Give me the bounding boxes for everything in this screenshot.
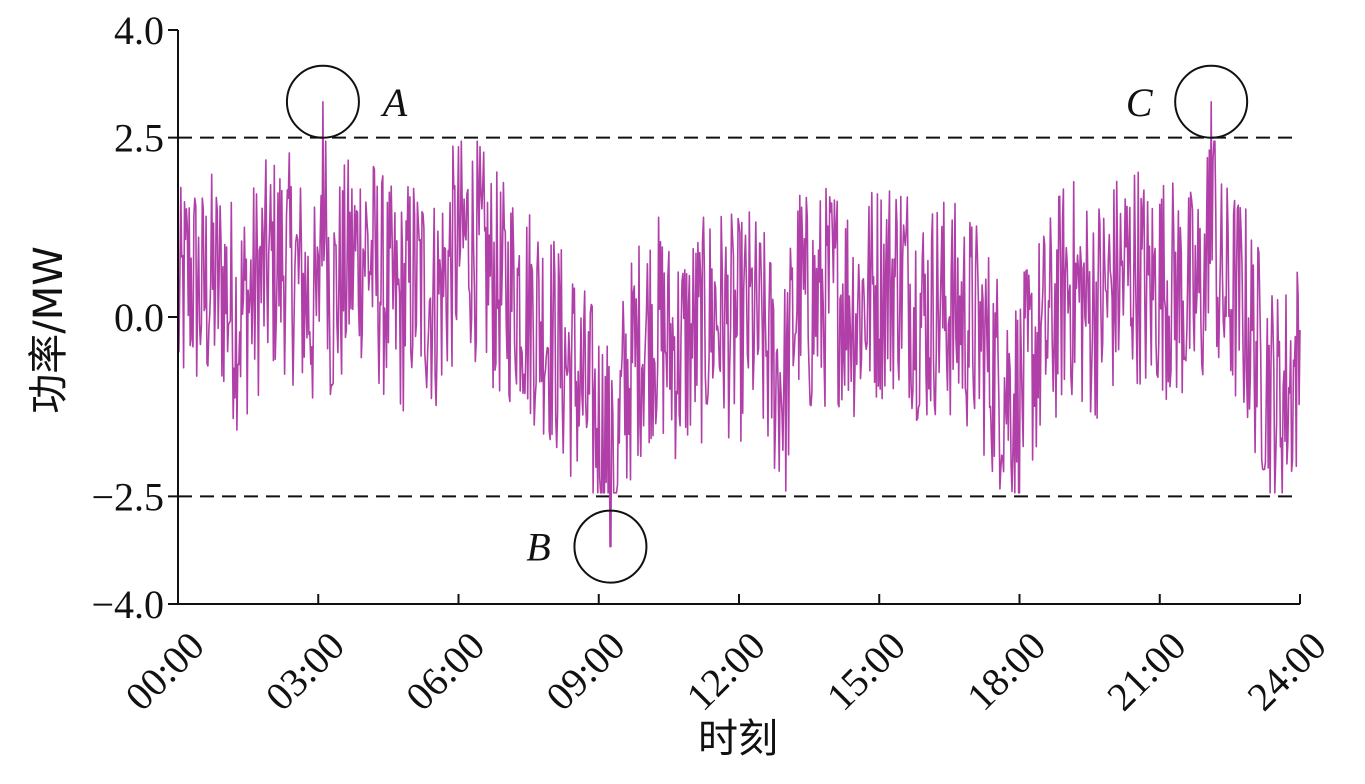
x-tick-label: 21:00 — [1098, 623, 1194, 719]
annotation-circle-b — [573, 509, 648, 584]
annotation-label-c: C — [1126, 80, 1154, 125]
x-tick-label: 06:00 — [397, 623, 493, 719]
x-tick-label: 15:00 — [818, 623, 914, 719]
x-tick-label: 00:00 — [116, 623, 212, 719]
series-layer — [177, 101, 1301, 548]
x-tick-label: 12:00 — [677, 623, 773, 719]
y-tick-label: 2.5 — [114, 116, 164, 161]
annotations: A B C — [285, 64, 1249, 584]
y-axis-title: 功率/MW — [26, 246, 72, 414]
x-tick-label: 24:00 — [1238, 623, 1334, 719]
x-axis-title: 时刻 — [698, 716, 778, 762]
x-tick-label: 18:00 — [958, 623, 1054, 719]
y-tick-label: 4.0 — [114, 8, 164, 53]
y-tick-label: −4.0 — [91, 582, 164, 627]
x-tick-label: 09:00 — [537, 623, 633, 719]
annotation-label-b: B — [526, 525, 550, 570]
series-line-0 — [177, 101, 1301, 548]
annotation-circle-c — [1174, 64, 1249, 139]
annotation-label-a: A — [380, 80, 408, 125]
annotation-circle-a — [285, 64, 360, 139]
x-tick-label: 03:00 — [257, 623, 353, 719]
reference-lines — [178, 136, 1300, 498]
y-tick-label: 0.0 — [114, 295, 164, 340]
y-tick-label: −2.5 — [91, 474, 164, 519]
